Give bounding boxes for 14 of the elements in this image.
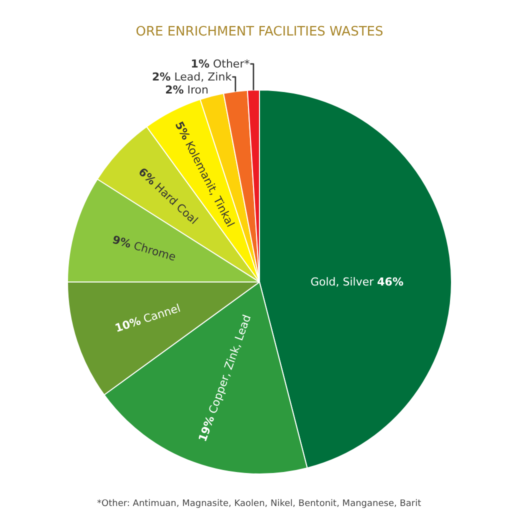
data-label: 2% bbox=[152, 70, 171, 84]
data-label: 1% bbox=[190, 57, 210, 70]
chart-title: ORE ENRICHMENT FACILITIES WASTES bbox=[136, 24, 384, 40]
slice-label: Lead, Zink bbox=[174, 70, 232, 84]
data-label: 9% bbox=[110, 233, 132, 251]
data-label: 10% bbox=[113, 314, 142, 335]
data-label: 46% bbox=[377, 276, 404, 288]
text: *Other: Antimuan, Magnasite, Kaolen, Nikel, Bentonit, Manganese, Barit bbox=[97, 499, 422, 509]
slice-label: Iron bbox=[187, 83, 208, 96]
data-label: 19% bbox=[196, 414, 218, 444]
slice-label: Other* bbox=[212, 57, 250, 70]
data-label: 5% bbox=[172, 119, 192, 142]
slice-label: Gold, Silver bbox=[310, 276, 374, 288]
data-label: 2% bbox=[165, 83, 184, 96]
